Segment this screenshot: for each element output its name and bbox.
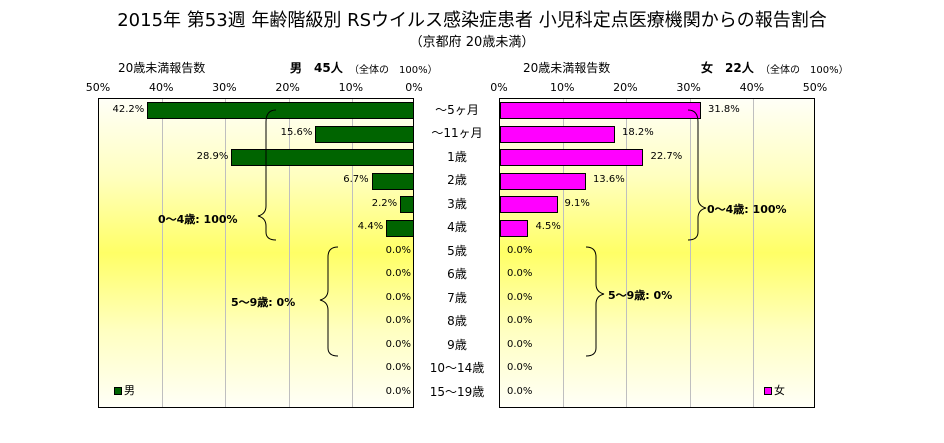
female-gridline <box>563 99 565 407</box>
age-category-label: ～11ヶ月 <box>431 126 483 141</box>
female-value-label: 0.0% <box>507 315 533 327</box>
male-bar <box>400 196 414 214</box>
male-plot-area <box>98 98 414 408</box>
male-gridline <box>288 99 290 407</box>
male-x-tick: 0% <box>405 81 423 94</box>
age-category-label: 9歳 <box>447 337 467 352</box>
female-value-label: 0.0% <box>507 362 533 374</box>
right-sex-count: 女 22人 <box>701 61 754 75</box>
female-bar <box>500 196 558 214</box>
male-bar <box>147 102 414 120</box>
age-category-label: 6歳 <box>447 267 467 282</box>
male-legend-label: 男 <box>124 384 135 397</box>
male-0-4-group-label: 0～4歳: 100% <box>158 213 238 226</box>
male-5-9-group-label: 5～9歳: 0% <box>231 296 296 309</box>
female-x-tick: 20% <box>613 81 638 94</box>
left-count-label: 20歳未満報告数 <box>118 61 206 75</box>
female-bar <box>500 125 616 143</box>
age-category-label: 7歳 <box>447 290 467 305</box>
age-category-label: 2歳 <box>447 173 467 188</box>
male-value-label: 15.6% <box>280 127 313 139</box>
left-sex-count: 男 45人 <box>290 61 343 75</box>
female-value-label: 18.2% <box>622 127 654 139</box>
female-value-label: 9.1% <box>564 197 590 209</box>
male-value-label: 2.2% <box>371 197 398 209</box>
female-5-9-brace <box>585 246 605 357</box>
male-bar <box>315 125 414 143</box>
male-value-label: 0.0% <box>385 291 411 303</box>
male-gridline <box>225 99 227 407</box>
male-value-label: 0.0% <box>385 268 411 280</box>
female-bar <box>500 102 701 120</box>
age-category-label: 10～14歳 <box>429 361 485 376</box>
male-value-label: 6.7% <box>343 174 369 186</box>
male-bar <box>386 219 414 237</box>
female-5-9-group-label: 5～9歳: 0% <box>608 289 673 302</box>
female-value-label: 0.0% <box>507 385 533 397</box>
male-value-label: 0.0% <box>385 362 411 374</box>
age-category-label: 15～19歳 <box>429 384 485 399</box>
male-gridline <box>351 99 353 407</box>
male-0-4-brace <box>257 109 277 241</box>
female-value-label: 0.0% <box>507 268 533 280</box>
male-value-label: 4.4% <box>357 221 384 233</box>
male-x-tick: 50% <box>85 81 111 94</box>
female-0-4-brace <box>687 109 707 241</box>
female-value-label: 0.0% <box>507 338 533 350</box>
male-x-tick: 10% <box>338 81 364 94</box>
male-legend-swatch <box>114 387 122 395</box>
female-value-label: 31.8% <box>707 103 740 115</box>
female-x-tick: 50% <box>802 81 828 94</box>
female-bar <box>500 172 586 190</box>
female-x-tick: 0% <box>490 81 508 94</box>
female-x-tick: 10% <box>549 81 575 94</box>
male-x-tick: 20% <box>275 81 300 94</box>
male-value-label: 28.9% <box>196 150 229 162</box>
male-x-tick: 30% <box>212 81 237 94</box>
female-x-tick: 30% <box>676 81 701 94</box>
male-gridline <box>162 99 164 407</box>
age-category-label: 1歳 <box>447 149 467 164</box>
female-plot-area <box>499 98 815 408</box>
female-x-tick: 40% <box>739 81 765 94</box>
male-value-label: 0.0% <box>385 385 411 397</box>
female-bar <box>500 149 644 167</box>
male-x-tick: 40% <box>148 81 174 94</box>
female-legend-label: 女 <box>774 384 785 397</box>
right-total-note: （全体の 100%） <box>760 65 849 76</box>
female-legend-swatch <box>764 387 772 395</box>
age-category-label: ～5ヶ月 <box>435 102 479 117</box>
chart-subtitle: （京都府 20歳未満） <box>409 35 535 50</box>
female-value-label: 22.7% <box>650 150 683 162</box>
female-gridline <box>689 99 691 407</box>
male-bar <box>371 172 414 190</box>
female-bar <box>500 219 529 237</box>
male-5-9-brace <box>319 246 339 357</box>
female-gridline <box>752 99 754 407</box>
male-value-label: 0.0% <box>385 244 411 256</box>
age-category-label: 4歳 <box>447 220 467 235</box>
female-legend: 女 <box>764 382 785 398</box>
chart-title: 2015年 第53週 年齢階級別 RSウイルス感染症患者 小児科定点医療機関から… <box>117 10 827 31</box>
female-value-label: 0.0% <box>507 291 533 303</box>
age-category-label: 5歳 <box>447 243 467 258</box>
female-gridline <box>626 99 628 407</box>
female-value-label: 4.5% <box>535 221 561 233</box>
female-value-label: 13.6% <box>592 174 625 186</box>
male-value-label: 42.2% <box>112 103 145 115</box>
left-total-note: （全体の 100%） <box>349 65 438 76</box>
male-bar <box>231 149 414 167</box>
male-value-label: 0.0% <box>385 338 411 350</box>
female-value-label: 0.0% <box>507 244 533 256</box>
female-0-4-group-label: 0～4歳: 100% <box>707 203 787 216</box>
age-category-label: 8歳 <box>447 314 467 329</box>
male-legend: 男 <box>114 382 135 398</box>
male-value-label: 0.0% <box>385 315 411 327</box>
right-count-label: 20歳未満報告数 <box>523 61 611 75</box>
age-category-label: 3歳 <box>447 196 467 211</box>
